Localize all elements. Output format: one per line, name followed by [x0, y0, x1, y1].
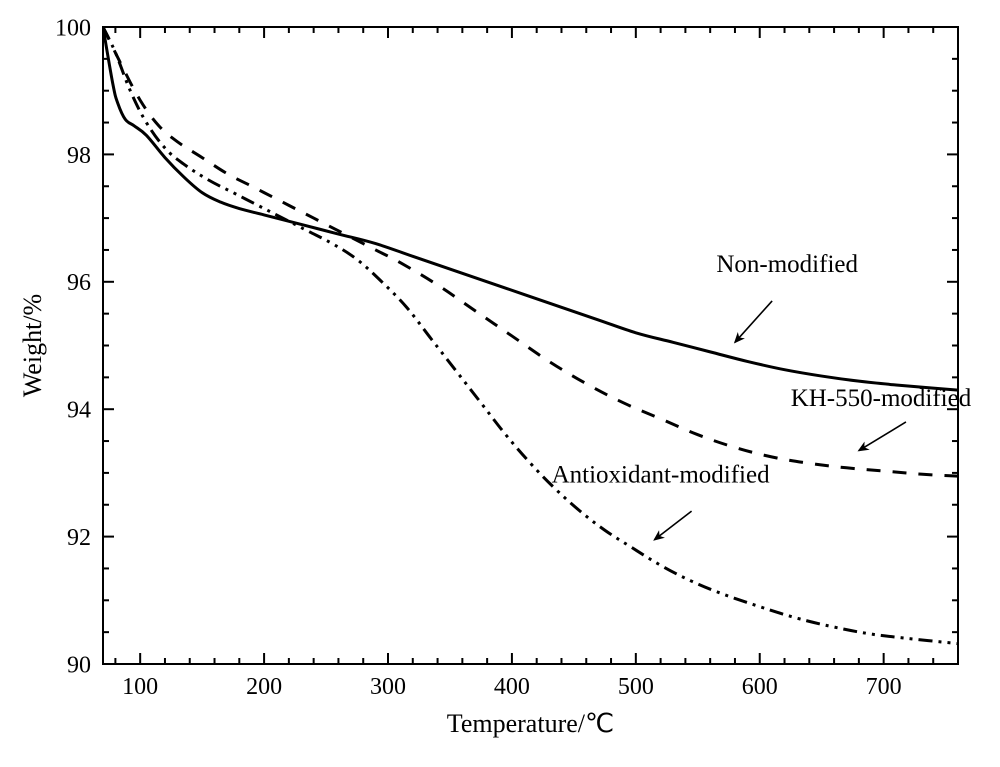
x-tick-label: 100	[122, 674, 158, 700]
tga-line-chart: 100 200 300 400 500 600 700 90 92 94 96 98 100 Temper…	[0, 0, 1000, 767]
y-axis-label: Weight/%	[18, 294, 47, 397]
x-tick-label: 300	[370, 674, 406, 700]
y-tick-label: 98	[67, 143, 91, 169]
x-tick-label: 400	[494, 674, 530, 700]
y-tick-label: 96	[67, 270, 91, 296]
y-tick-label: 100	[55, 15, 91, 41]
series-label-non_modified: Non-modified	[716, 251, 858, 278]
y-tick-label: 94	[67, 398, 91, 424]
x-axis-label: Temperature/℃	[447, 709, 614, 738]
x-tick-label: 200	[246, 674, 282, 700]
series-label-kh550: KH-550-modified	[791, 385, 972, 412]
y-tick-label: 90	[67, 652, 91, 678]
series-label-antioxidant: Antioxidant-modified	[552, 461, 771, 488]
x-tick-label: 500	[618, 674, 654, 700]
x-tick-label: 700	[866, 674, 902, 700]
x-tick-label: 600	[742, 674, 778, 700]
y-tick-label: 92	[67, 525, 91, 551]
